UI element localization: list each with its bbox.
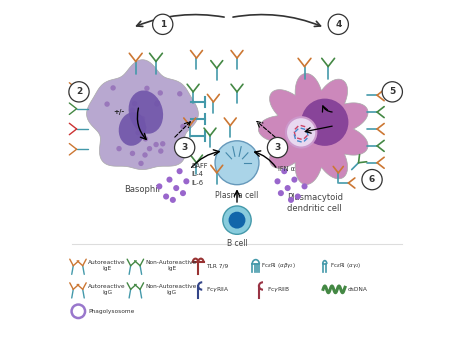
Text: 4: 4 bbox=[335, 20, 341, 29]
Text: IL-4: IL-4 bbox=[191, 171, 203, 177]
Text: Plasma cell: Plasma cell bbox=[215, 192, 259, 200]
Circle shape bbox=[362, 170, 382, 190]
Circle shape bbox=[328, 14, 348, 35]
Circle shape bbox=[301, 183, 308, 190]
Circle shape bbox=[223, 206, 251, 234]
Circle shape bbox=[170, 197, 176, 203]
Circle shape bbox=[143, 136, 148, 142]
Circle shape bbox=[138, 161, 144, 166]
Circle shape bbox=[174, 137, 195, 158]
Text: dsDNA: dsDNA bbox=[348, 287, 368, 292]
Polygon shape bbox=[258, 74, 368, 184]
Circle shape bbox=[138, 116, 143, 121]
Text: Fc$\gamma$RIIB: Fc$\gamma$RIIB bbox=[267, 285, 290, 294]
Circle shape bbox=[158, 148, 164, 154]
Circle shape bbox=[130, 151, 135, 156]
Circle shape bbox=[130, 107, 135, 113]
Circle shape bbox=[140, 116, 145, 121]
Text: Fc$\gamma$RIIA: Fc$\gamma$RIIA bbox=[206, 285, 229, 294]
Circle shape bbox=[147, 146, 152, 151]
Circle shape bbox=[292, 177, 297, 183]
Text: 1: 1 bbox=[160, 20, 166, 29]
Text: Phagolysosome: Phagolysosome bbox=[89, 309, 135, 314]
Circle shape bbox=[156, 183, 163, 190]
Text: IL-6: IL-6 bbox=[191, 180, 203, 186]
Text: Autoreactive
IgE: Autoreactive IgE bbox=[89, 260, 126, 271]
Circle shape bbox=[131, 115, 137, 120]
Text: BAFF: BAFF bbox=[191, 163, 208, 169]
Text: IFN α: IFN α bbox=[277, 166, 294, 172]
Circle shape bbox=[284, 185, 291, 191]
Circle shape bbox=[142, 152, 148, 158]
Ellipse shape bbox=[118, 112, 146, 146]
Text: 3: 3 bbox=[274, 143, 281, 152]
Circle shape bbox=[130, 113, 136, 118]
Circle shape bbox=[154, 142, 159, 147]
Circle shape bbox=[104, 101, 110, 107]
Text: Plasmacytoid
dendritic cell: Plasmacytoid dendritic cell bbox=[287, 193, 343, 213]
Circle shape bbox=[286, 117, 316, 147]
Circle shape bbox=[177, 168, 182, 174]
Circle shape bbox=[278, 190, 284, 196]
Text: Fc$\varepsilon$RI ($\alpha\beta\gamma_2$): Fc$\varepsilon$RI ($\alpha\beta\gamma_2$… bbox=[261, 261, 296, 270]
Ellipse shape bbox=[128, 91, 163, 134]
Text: +/-: +/- bbox=[113, 109, 125, 115]
Text: Basophil: Basophil bbox=[125, 185, 161, 194]
Circle shape bbox=[228, 212, 246, 228]
Text: B cell: B cell bbox=[227, 239, 247, 248]
Text: Non-Autoreactive
IgE: Non-Autoreactive IgE bbox=[146, 260, 197, 271]
Text: 5: 5 bbox=[389, 87, 395, 96]
Circle shape bbox=[116, 146, 122, 151]
Circle shape bbox=[281, 168, 287, 174]
Circle shape bbox=[137, 117, 142, 122]
Circle shape bbox=[295, 194, 301, 200]
Circle shape bbox=[382, 82, 402, 102]
Circle shape bbox=[144, 86, 150, 91]
Text: Autoreactive
IgG: Autoreactive IgG bbox=[89, 284, 126, 295]
Circle shape bbox=[180, 124, 186, 129]
Text: TLR 7/9: TLR 7/9 bbox=[206, 263, 228, 268]
Text: 6: 6 bbox=[369, 175, 375, 184]
Circle shape bbox=[180, 190, 186, 196]
Circle shape bbox=[183, 178, 190, 184]
Circle shape bbox=[154, 101, 160, 106]
Circle shape bbox=[301, 99, 348, 146]
Circle shape bbox=[136, 130, 141, 135]
Circle shape bbox=[160, 141, 165, 146]
Polygon shape bbox=[87, 60, 198, 170]
Circle shape bbox=[110, 85, 116, 91]
Text: 3: 3 bbox=[182, 143, 188, 152]
Circle shape bbox=[288, 197, 294, 203]
Text: Non-Autoreactive
IgG: Non-Autoreactive IgG bbox=[146, 284, 197, 295]
Circle shape bbox=[141, 133, 146, 138]
Text: 2: 2 bbox=[76, 87, 82, 96]
Circle shape bbox=[132, 101, 137, 106]
Circle shape bbox=[274, 178, 281, 184]
Circle shape bbox=[173, 185, 179, 191]
Circle shape bbox=[163, 194, 169, 200]
Circle shape bbox=[157, 90, 163, 96]
Circle shape bbox=[215, 141, 259, 185]
Circle shape bbox=[177, 91, 182, 97]
Circle shape bbox=[155, 100, 160, 105]
Circle shape bbox=[141, 125, 147, 131]
Circle shape bbox=[137, 122, 143, 127]
Circle shape bbox=[69, 82, 89, 102]
Circle shape bbox=[267, 137, 288, 158]
Circle shape bbox=[166, 177, 173, 183]
Text: Fc$\varepsilon$RI ($\alpha\gamma_2$): Fc$\varepsilon$RI ($\alpha\gamma_2$) bbox=[330, 261, 362, 270]
Circle shape bbox=[153, 14, 173, 35]
